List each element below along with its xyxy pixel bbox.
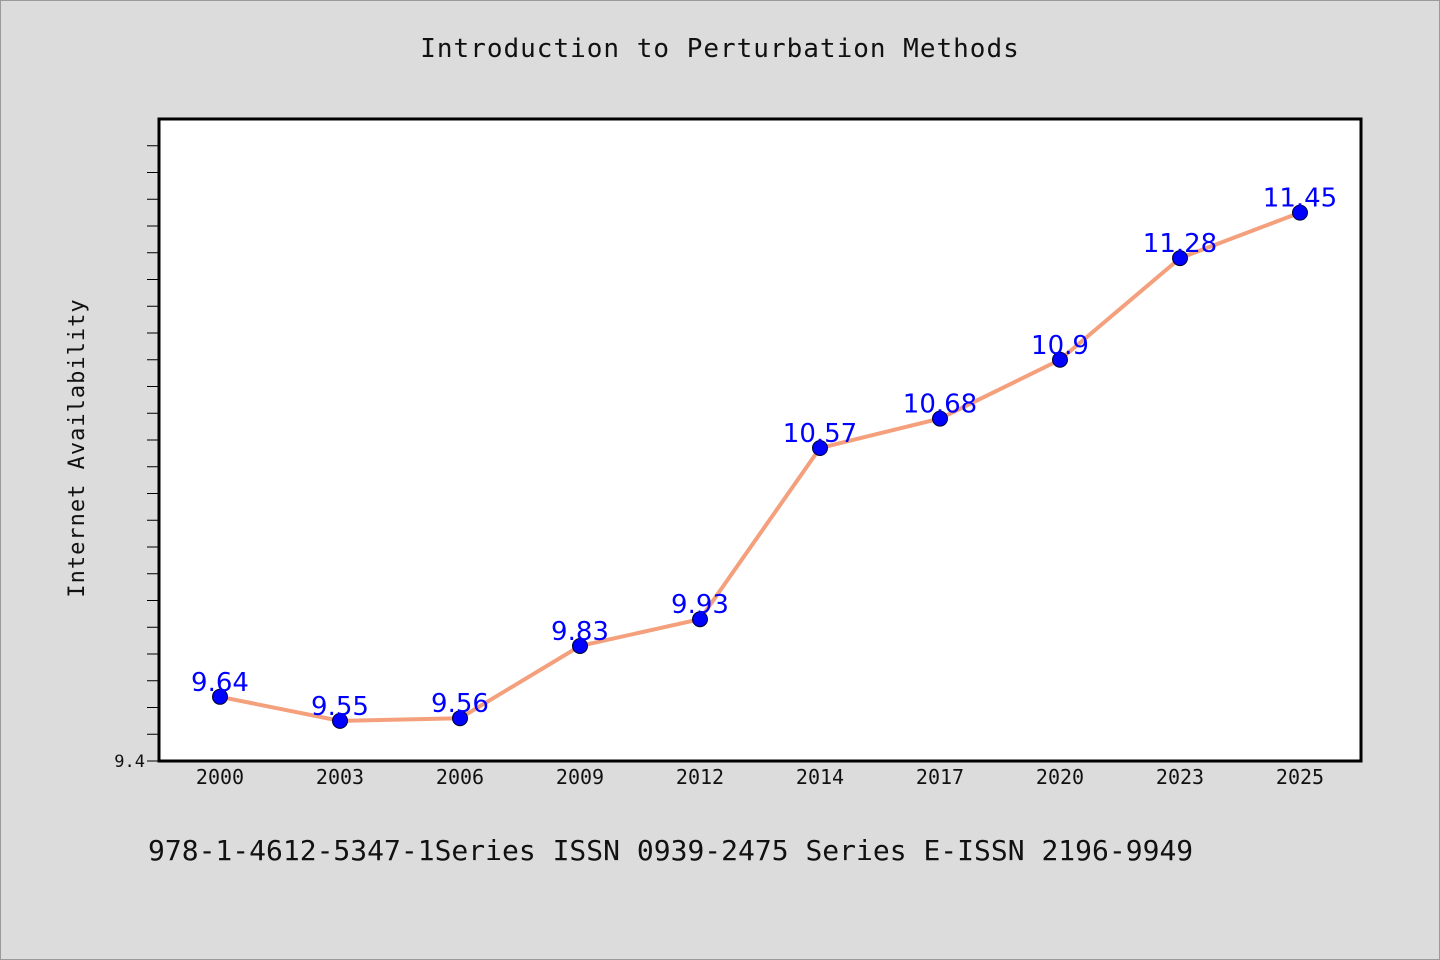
data-label: 11.28 [1143,229,1217,259]
data-label: 9.55 [311,692,369,722]
x-tick-label: 2025 [1276,765,1324,789]
series-line [219,210,1301,723]
x-tick-label: 2000 [196,765,244,789]
data-label: 9.64 [191,668,249,698]
data-point [452,710,468,727]
data-point [212,688,228,705]
data-label: 9.83 [551,617,609,647]
footer-isbn-issn: 978-1-4612-5347-1Series ISSN 0939-2475 S… [148,834,1194,867]
y-axis-title: Internet Availability [65,298,90,597]
data-point [1052,351,1068,368]
data-label: 9.93 [671,590,729,620]
series-markers [212,204,1308,729]
data-point [332,712,348,729]
y-tick-label: 9.4 [114,752,145,772]
x-tick-label: 2012 [676,765,724,789]
data-point [812,440,828,457]
x-tick-label: 2014 [796,765,844,789]
chart-title: Introduction to Perturbation Methods [420,34,1020,64]
x-tick-label: 2023 [1156,765,1204,789]
data-label: 9.56 [431,689,489,719]
data-point [572,637,588,654]
x-tick-label: 2003 [316,765,364,789]
x-tick-label: 2017 [916,765,964,789]
y-axis-ticks: 9.4 [114,145,159,772]
x-tick-label: 2006 [436,765,484,789]
data-labels: 9.64 9.55 9.56 9.83 9.93 10.57 10.68 10.9 11.28 1… [191,184,1337,722]
plot-area [157,117,1363,763]
data-label: 11.45 [1263,184,1337,214]
data-label: 10.57 [783,419,857,449]
x-tick-label: 2020 [1036,765,1084,789]
data-point [1292,204,1308,221]
data-label: 10.9 [1031,331,1089,361]
data-label: 10.68 [903,390,977,420]
x-axis-ticks: 2000 2003 2006 2009 2012 2014 2017 2020 2023 2025 [196,765,1324,789]
data-point [932,410,948,427]
data-point [692,611,708,628]
data-point [1172,250,1188,267]
x-tick-label: 2009 [556,765,604,789]
